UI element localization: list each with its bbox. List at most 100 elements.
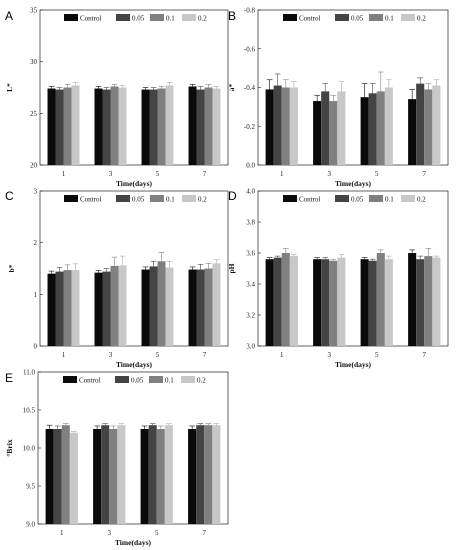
legend-swatch — [64, 14, 78, 21]
legend-swatch — [369, 195, 383, 202]
legend-swatch — [283, 195, 297, 202]
bar — [118, 87, 127, 165]
bar — [71, 85, 80, 165]
bar — [416, 259, 425, 346]
legend-label: Control — [299, 196, 320, 204]
y-tick-label: 0 — [34, 343, 38, 351]
bar — [188, 269, 197, 346]
bar — [47, 88, 56, 165]
bar — [165, 267, 174, 346]
x-tick-label: 5 — [156, 170, 160, 178]
y-tick-label: -0.4 — [244, 84, 256, 92]
legend-swatch — [335, 195, 349, 202]
legend-swatch — [283, 14, 297, 21]
bar — [313, 101, 322, 165]
y-tick-label: 35 — [30, 7, 38, 15]
bar — [102, 89, 111, 165]
x-tick-label: 3 — [109, 351, 113, 359]
x-tick-label: 3 — [109, 170, 113, 178]
x-tick-label: 5 — [156, 351, 160, 359]
bar — [55, 271, 64, 346]
bar — [157, 261, 166, 346]
y-tick-label: 10.0 — [23, 445, 36, 453]
bar — [117, 425, 126, 524]
x-tick-label: 7 — [203, 529, 207, 537]
y-axis-label: b* — [7, 264, 16, 272]
bar — [321, 91, 330, 165]
legend-swatch — [64, 195, 78, 202]
y-tick-label: 9.5 — [26, 483, 35, 491]
y-tick-label: 4.0 — [246, 188, 255, 196]
legend-swatch — [63, 376, 77, 383]
x-tick-label: 7 — [423, 351, 427, 359]
panel-letter: A — [5, 9, 13, 23]
y-tick-label: 25 — [30, 110, 38, 118]
legend-swatch — [182, 195, 196, 202]
bar — [432, 257, 441, 346]
bar — [289, 256, 298, 346]
bar — [408, 253, 417, 346]
legend-label: 0.05 — [351, 196, 364, 204]
bar — [360, 97, 369, 165]
bar — [368, 260, 377, 346]
legend-label: 0.2 — [417, 196, 426, 204]
bar — [424, 256, 433, 346]
bar — [416, 83, 425, 165]
y-tick-label: -0.2 — [244, 123, 256, 131]
y-axis-label: a* — [227, 84, 236, 92]
legend-label: 0.2 — [197, 377, 206, 385]
bar — [63, 87, 72, 165]
bar — [337, 257, 346, 346]
panel-c: C 0 1 2 3 b* 1 3 5 7 Time(days) Control 0.05 0.1 0.2 — [5, 188, 229, 369]
bar — [212, 425, 221, 524]
y-axis-label: pH — [227, 263, 236, 273]
y-tick-label: 3.8 — [246, 219, 255, 227]
legend-swatch — [401, 195, 415, 202]
bar — [204, 87, 213, 165]
bar — [432, 85, 441, 165]
x-tick-label: 7 — [423, 170, 427, 178]
bar — [156, 429, 165, 524]
bar — [204, 425, 213, 524]
plot-frame — [39, 9, 229, 166]
x-tick-label: 5 — [155, 529, 159, 537]
bar — [110, 86, 119, 165]
x-axis-label: Time(days) — [116, 360, 153, 369]
legend-label: 0.05 — [132, 196, 145, 204]
y-tick-label: 9.0 — [26, 521, 35, 529]
bar — [313, 259, 322, 346]
bar — [273, 257, 282, 346]
bar — [157, 88, 166, 165]
x-tick-label: 3 — [328, 351, 332, 359]
legend-label: 0.2 — [417, 15, 426, 23]
legend-label: 0.2 — [198, 196, 207, 204]
panel-letter: C — [5, 189, 14, 203]
y-tick-label: 11.0 — [23, 369, 35, 377]
x-tick-label: 1 — [62, 170, 66, 178]
bar — [61, 425, 70, 524]
bar — [47, 273, 56, 346]
x-tick-label: 1 — [62, 351, 66, 359]
legend-label: 0.1 — [166, 15, 175, 23]
y-tick-label: 0.0 — [246, 162, 255, 170]
x-axis-label: Time(days) — [116, 179, 153, 188]
y-tick-label: 30 — [30, 58, 38, 66]
bar — [281, 87, 290, 165]
bar — [94, 272, 103, 346]
legend-label: 0.05 — [351, 15, 364, 23]
bar — [149, 89, 158, 165]
y-tick-label: 3.4 — [246, 281, 255, 289]
legend-swatch — [115, 376, 129, 383]
bar — [141, 89, 150, 165]
bar — [360, 259, 369, 346]
bar — [265, 89, 274, 165]
bar — [329, 101, 338, 165]
bar — [71, 270, 80, 346]
x-tick-label: 5 — [375, 170, 379, 178]
bar — [102, 271, 111, 346]
bar — [384, 259, 393, 346]
legend-label: 0.1 — [385, 196, 394, 204]
x-tick-label: 1 — [280, 170, 284, 178]
x-tick-label: 5 — [375, 351, 379, 359]
